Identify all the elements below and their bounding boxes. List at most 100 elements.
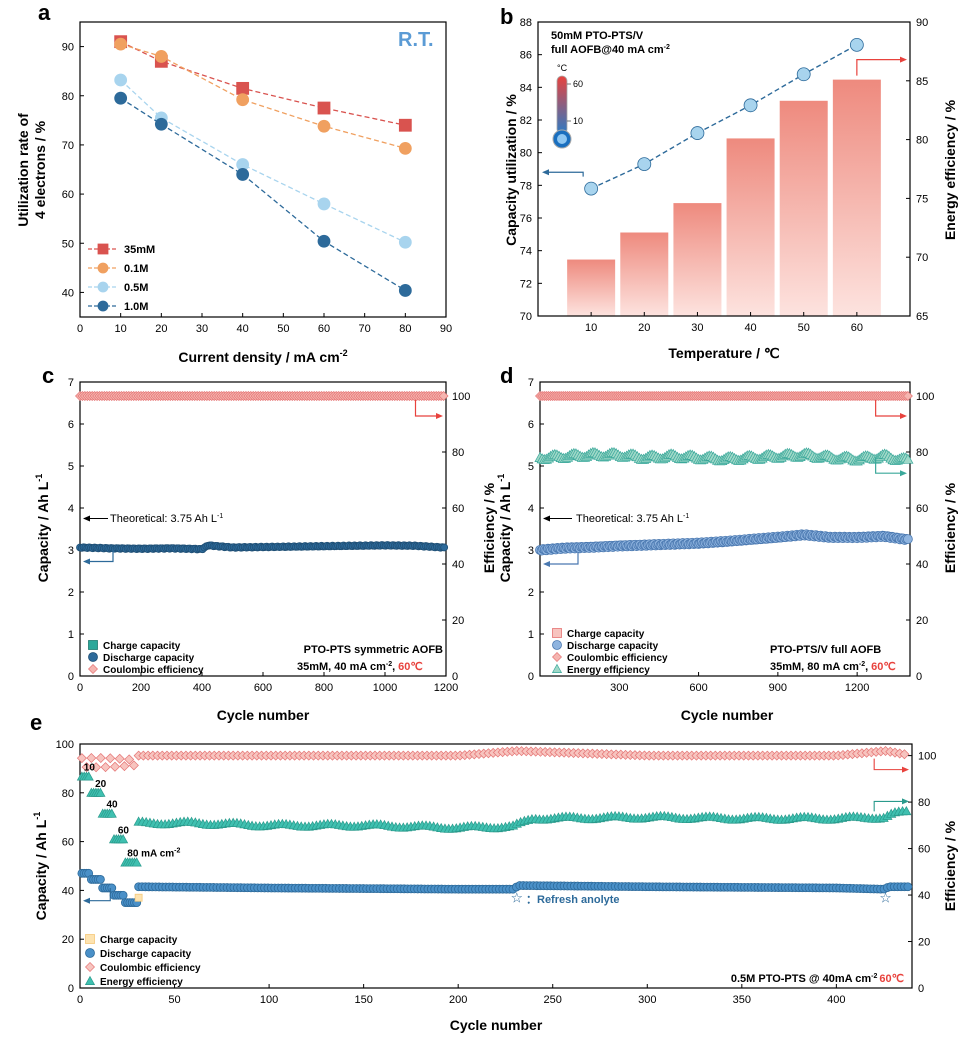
x-tick-label: 0: [77, 994, 83, 1006]
arrow-head: [902, 798, 909, 805]
y-tick-label-left: 5: [68, 461, 74, 473]
data-point-Coulombic efficiency: [902, 391, 913, 401]
thermometer-tick-high: 60: [573, 79, 583, 89]
arrow-head: [83, 515, 90, 522]
theoretical-label: Theoretical: 3.75 Ah L-1: [576, 513, 689, 525]
y-tick-label-right: 40: [916, 559, 928, 571]
y-tick-label-left: 7: [68, 377, 74, 389]
x-tick-label: 900: [769, 682, 787, 694]
legend-marker: [97, 243, 109, 255]
info-text: 0.5M PTO-PTS @ 40mA cm-2 60℃: [731, 973, 904, 985]
y-tick-label-left: 70: [62, 140, 74, 152]
legend-marker: [551, 663, 563, 673]
y-tick-label-left: 4: [528, 503, 534, 515]
rate-label: 10: [84, 763, 96, 774]
arrow-head: [900, 56, 907, 63]
right-axis-arrow: [875, 400, 904, 417]
arrow-head: [436, 413, 443, 419]
arrow-head: [83, 558, 90, 565]
data-point-Discharge capacity: [440, 543, 449, 552]
y-axis-label-right: Efficiency / %: [942, 482, 958, 573]
x-tick-label: 1200: [845, 682, 869, 694]
x-tick-label: 600: [689, 682, 707, 694]
legend-label: Discharge capacity: [567, 641, 659, 652]
y-tick-label-left: 80: [62, 91, 74, 103]
theoretical-label: Theoretical: 3.75 Ah L-1: [110, 513, 223, 525]
x-tick-label: 60: [851, 322, 863, 334]
bar-energy-efficiency: [620, 232, 669, 316]
arrow-head: [543, 561, 550, 567]
energy-efficiency-point: [83, 771, 94, 781]
legend-label: Coulombic efficiency: [103, 665, 204, 676]
x-tick-label: 600: [254, 682, 272, 694]
y-tick-label-right: 80: [916, 135, 928, 147]
x-axis-label: Current density / mA cm-2: [178, 348, 347, 365]
y-tick-label-right: 70: [916, 252, 928, 264]
coulombic-efficiency-point: [899, 749, 910, 760]
x-tick-label: 50: [798, 322, 810, 334]
capacity-utilization-point: [690, 126, 705, 140]
x-tick-label: 0: [77, 682, 83, 694]
right-axis-arrow: [414, 400, 440, 417]
info-line-1: PTO-PTS/V full AOFB: [770, 644, 881, 656]
x-tick-label: 50: [168, 994, 180, 1006]
y-tick-label-left: 0: [68, 983, 74, 995]
legend-label: Discharge capacity: [103, 653, 195, 664]
energy-efficiency-point: [118, 834, 129, 844]
data-point-1.0M: [154, 117, 168, 131]
x-axis-label: Temperature / ℃: [668, 345, 779, 361]
legend-marker: [88, 652, 98, 662]
data-point-0.1M: [236, 93, 250, 107]
x-tick-label: 400: [193, 682, 211, 694]
y-tick-label-left: 78: [520, 180, 532, 192]
x-axis-label: Cycle number: [450, 1017, 543, 1033]
plot-frame: [79, 21, 447, 318]
x-tick-label: 1200: [434, 682, 458, 694]
y-tick-label-left: 1: [528, 629, 534, 641]
x-tick-label: 800: [315, 682, 333, 694]
capacity-utilization-point: [584, 181, 599, 196]
capacity-utilization-point: [637, 157, 652, 172]
legend-marker: [84, 975, 96, 985]
data-point-0.1M: [154, 50, 168, 63]
data-point-0.1M: [317, 119, 331, 133]
legend-label: 0.5M: [124, 282, 148, 294]
data-point-1.0M: [114, 91, 128, 105]
y-tick-label-right: 60: [452, 503, 464, 515]
plot-frame: [539, 381, 911, 677]
y-tick-label-right: 40: [452, 559, 464, 571]
legend-marker: [97, 300, 109, 312]
coulombic-efficiency-point: [105, 753, 116, 764]
thermometer-icon: [552, 75, 572, 149]
legend-marker: [85, 948, 95, 958]
capacity-utilization-point: [743, 98, 758, 113]
data-point-1.0M: [317, 234, 331, 248]
x-axis-label: Cycle number: [681, 707, 774, 723]
y-tick-label-right: 100: [916, 391, 934, 403]
right-axis-arrow: [856, 59, 904, 76]
legend-marker: [85, 934, 95, 944]
energy-efficiency-point: [106, 808, 117, 818]
x-tick-label: 50: [277, 323, 289, 335]
bar-energy-efficiency: [726, 138, 775, 316]
refresh-label: ：Refresh anolyte: [526, 894, 620, 906]
panel-a-chart: 0 10 20 30 40 50 60 70 80 90 40 50 60 70 80 90 R.T. 35m…: [15, 21, 452, 365]
y-tick-label-left: 82: [520, 115, 532, 127]
y-tick-label-left: 2: [68, 587, 74, 599]
y-tick-label-right: 0: [452, 671, 458, 683]
y-tick-label-left: 86: [520, 50, 532, 62]
rate-label: 80 mA cm-2: [127, 848, 180, 860]
y-tick-label-left: 74: [520, 246, 532, 258]
refresh-star-icon: ☆: [511, 890, 524, 906]
panel-d-chart: 300 600 900 1200 0 1 2 3 4 5 6 7 0 20 40 60 80 100 Charge…: [496, 377, 958, 723]
y-tick-label-left: 6: [528, 419, 534, 431]
legend-marker: [88, 640, 98, 650]
y-tick-label-right: 20: [916, 615, 928, 627]
data-point-1.0M: [236, 168, 250, 181]
x-tick-label: 80: [399, 323, 411, 335]
y-tick-label-left: 2: [528, 587, 534, 599]
x-tick-label: 30: [196, 323, 208, 335]
left-axis-arrow: [544, 171, 584, 177]
arrow-head: [543, 515, 550, 522]
data-point-0.5M: [317, 197, 331, 211]
